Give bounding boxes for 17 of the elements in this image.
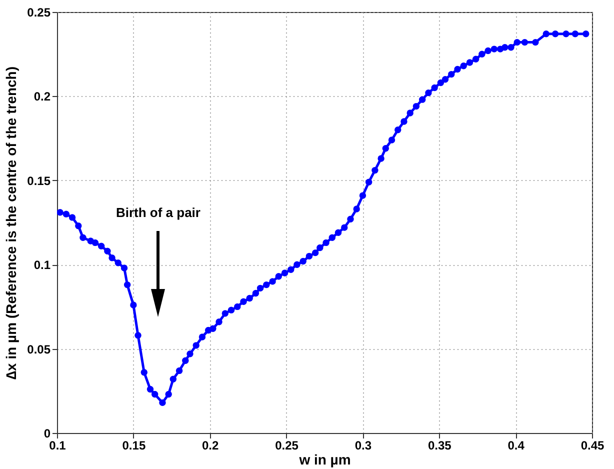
x-tick-label: 0.25 <box>275 438 299 452</box>
x-tick-label: 0.35 <box>428 438 452 452</box>
y-tick-label: 0.2 <box>34 90 51 104</box>
y-axis-title: ∆x in µm (Reference is the centre of the trench) <box>3 66 20 380</box>
x-tick-label: 0.4 <box>508 438 525 452</box>
x-tick-label: 0.1 <box>49 438 66 452</box>
y-tick-label: 0.25 <box>27 6 51 20</box>
y-tick-label: 0 <box>44 426 51 440</box>
y-tick-label: 0.05 <box>27 342 51 356</box>
x-tick-label: 0.45 <box>580 438 604 452</box>
annotation: Birth of a pair <box>116 204 200 220</box>
x-axis-title: w in µm <box>298 452 351 468</box>
x-tick-label: 0.3 <box>354 438 372 452</box>
y-tick-label: 0.1 <box>34 258 51 272</box>
x-tick-label: 0.15 <box>122 438 146 452</box>
x-tick-label: 0.2 <box>202 438 220 452</box>
y-tick-label: 0.15 <box>27 174 51 188</box>
